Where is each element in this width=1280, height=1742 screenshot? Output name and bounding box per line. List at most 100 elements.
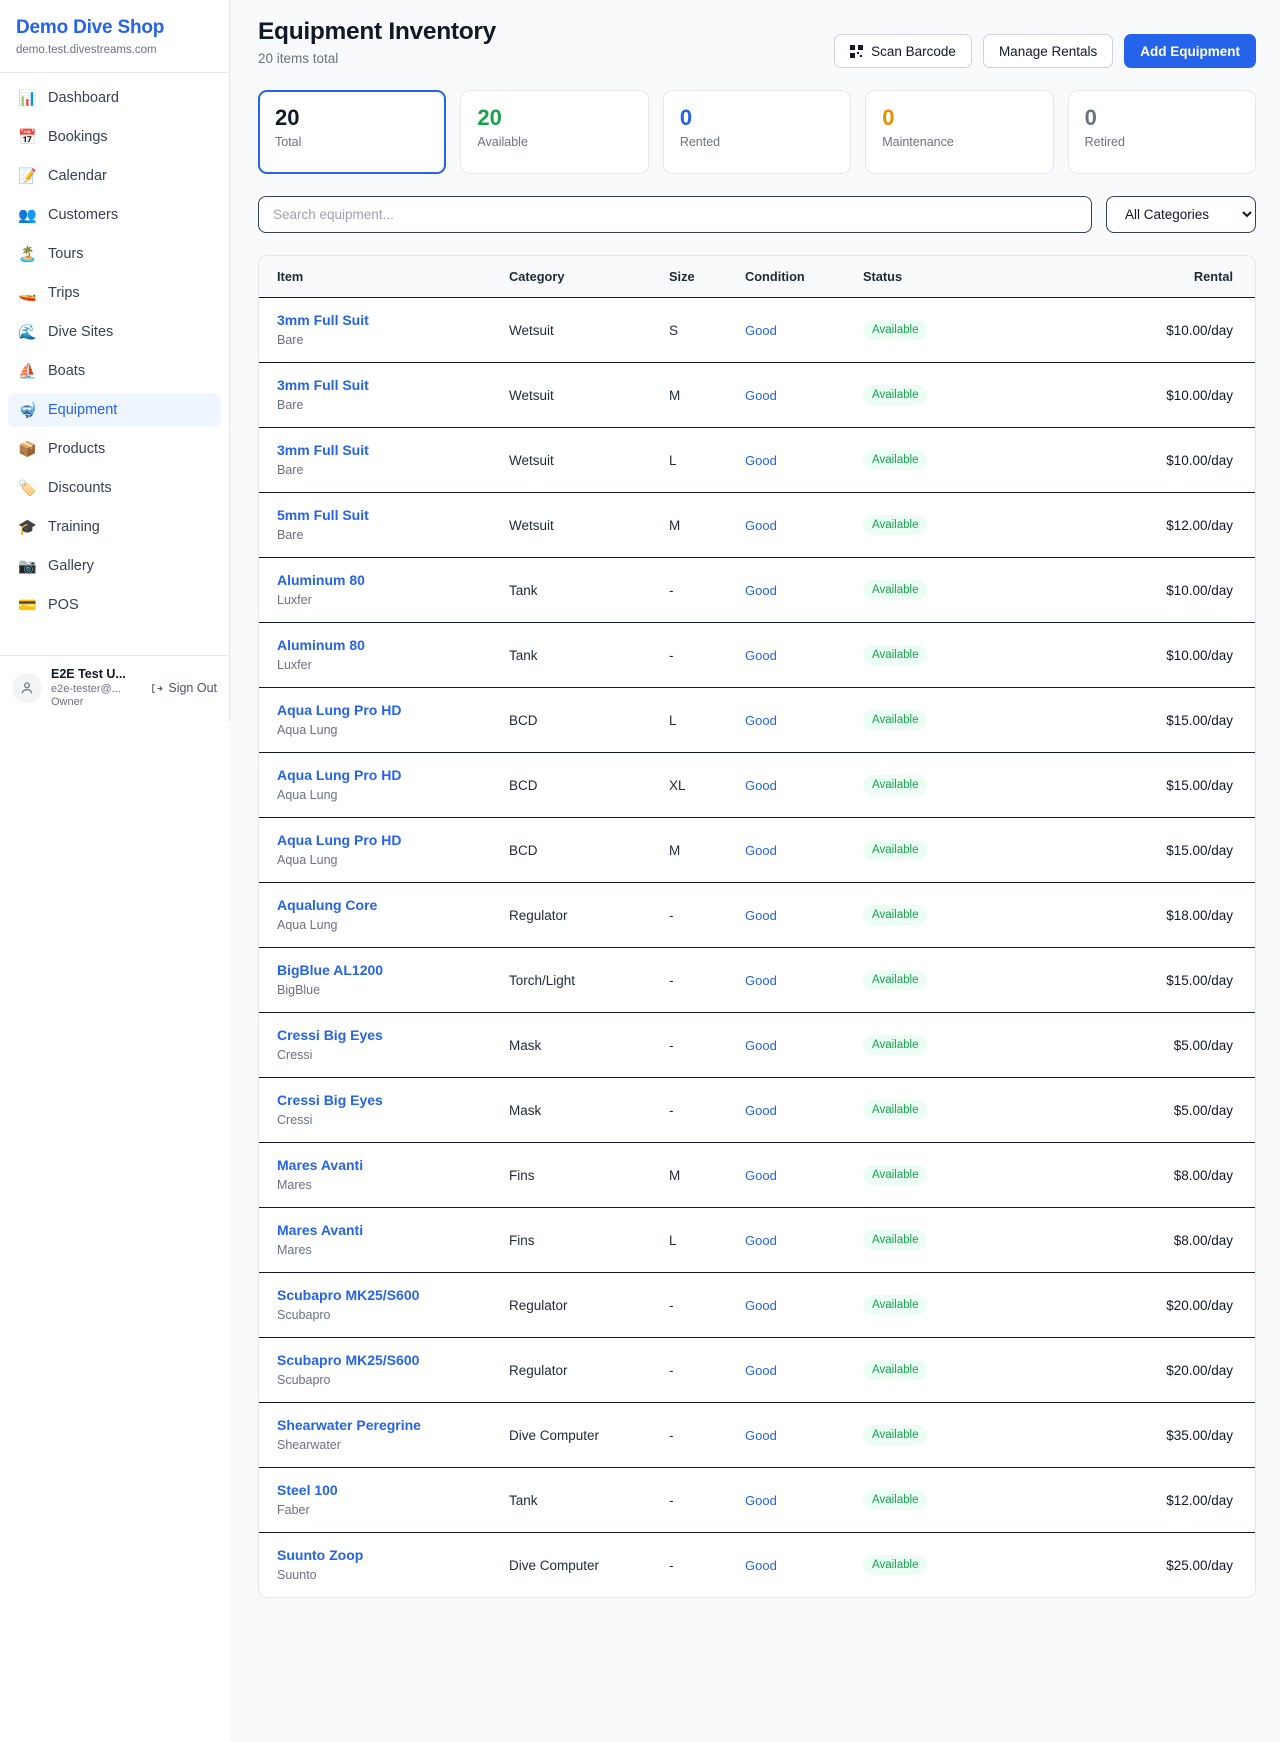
- sidebar-item-calendar[interactable]: 📝 Calendar: [8, 159, 221, 193]
- item-name-link[interactable]: Scubapro MK25/S600: [277, 1352, 420, 1368]
- item-name-link[interactable]: Aqua Lung Pro HD: [277, 702, 402, 718]
- table-row[interactable]: Aqua Lung Pro HD Aqua Lung BCD M Good Availab…: [259, 817, 1255, 883]
- stat-card-available[interactable]: 20 Available: [460, 90, 649, 174]
- condition-link[interactable]: Good: [745, 712, 777, 728]
- item-name-link[interactable]: BigBlue AL1200: [277, 962, 384, 978]
- condition-link[interactable]: Good: [745, 1427, 777, 1443]
- condition-link[interactable]: Good: [745, 1362, 777, 1378]
- item-name-link[interactable]: 3mm Full Suit: [277, 312, 369, 328]
- item-name-link[interactable]: Aluminum 80: [277, 637, 365, 653]
- table-row[interactable]: 3mm Full Suit Bare Wetsuit S Good Available $1…: [259, 297, 1255, 363]
- column-header-size[interactable]: Size: [669, 256, 745, 298]
- sidebar-item-gallery[interactable]: 📷 Gallery: [8, 549, 221, 583]
- sidebar-item-label: Calendar: [48, 168, 107, 184]
- condition-link[interactable]: Good: [745, 1102, 777, 1118]
- table-row[interactable]: Aluminum 80 Luxfer Tank - Good Available $10.0…: [259, 557, 1255, 623]
- sidebar-item-tours[interactable]: 🏝️ Tours: [8, 237, 221, 271]
- table-row[interactable]: Mares Avanti Mares Fins L Good Available $8.00…: [259, 1207, 1255, 1273]
- condition-link[interactable]: Good: [745, 842, 777, 858]
- condition-link[interactable]: Good: [745, 1492, 777, 1508]
- item-name-link[interactable]: 3mm Full Suit: [277, 442, 369, 458]
- condition-link[interactable]: Good: [745, 907, 777, 923]
- condition-link[interactable]: Good: [745, 1232, 777, 1248]
- table-row[interactable]: Aqualung Core Aqua Lung Regulator - Good Avai…: [259, 882, 1255, 948]
- condition-link[interactable]: Good: [745, 322, 777, 338]
- table-row[interactable]: 3mm Full Suit Bare Wetsuit L Good Available $1…: [259, 427, 1255, 493]
- condition-link[interactable]: Good: [745, 1557, 777, 1573]
- condition-link[interactable]: Good: [745, 1037, 777, 1053]
- add-equipment-button[interactable]: Add Equipment: [1124, 34, 1256, 68]
- table-row[interactable]: Cressi Big Eyes Cressi Mask - Good Available $…: [259, 1077, 1255, 1143]
- item-name-link[interactable]: 5mm Full Suit: [277, 507, 369, 523]
- column-header-condition[interactable]: Condition: [745, 256, 863, 298]
- item-name-link[interactable]: Aqua Lung Pro HD: [277, 832, 402, 848]
- stat-card-total[interactable]: 20 Total: [258, 90, 447, 174]
- column-header-category[interactable]: Category: [509, 256, 669, 298]
- table-row[interactable]: Cressi Big Eyes Cressi Mask - Good Available $…: [259, 1012, 1255, 1078]
- item-name-link[interactable]: Aluminum 80: [277, 572, 365, 588]
- table-row[interactable]: 3mm Full Suit Bare Wetsuit M Good Available $1…: [259, 362, 1255, 428]
- table-row[interactable]: BigBlue AL1200 BigBlue Torch/Light - Good Ava…: [259, 947, 1255, 1013]
- sidebar-item-equipment[interactable]: 🤿 Equipment: [8, 393, 221, 427]
- stat-card-maintenance[interactable]: 0 Maintenance: [865, 90, 1054, 174]
- condition-link[interactable]: Good: [745, 647, 777, 663]
- table-row[interactable]: 5mm Full Suit Bare Wetsuit M Good Available $1…: [259, 492, 1255, 558]
- sidebar-item-trips[interactable]: 🚤 Trips: [8, 276, 221, 310]
- column-header-rental[interactable]: Rental: [1013, 256, 1255, 298]
- table-row[interactable]: Suunto Zoop Suunto Dive Computer - Good Avail…: [259, 1533, 1255, 1598]
- item-name-link[interactable]: Shearwater Peregrine: [277, 1417, 421, 1433]
- manage-rentals-button[interactable]: Manage Rentals: [982, 34, 1114, 68]
- column-header-item[interactable]: Item: [259, 256, 509, 298]
- item-name-link[interactable]: Steel 100: [277, 1482, 338, 1498]
- condition-link[interactable]: Good: [745, 517, 777, 533]
- cell-rental: $15.00/day: [1013, 687, 1255, 753]
- condition-link[interactable]: Good: [745, 582, 777, 598]
- cell-size: -: [669, 947, 745, 1013]
- sidebar: Demo Dive Shop demo.test.divestreams.com…: [0, 0, 230, 722]
- stat-card-rented[interactable]: 0 Rented: [662, 90, 852, 174]
- scan-barcode-button[interactable]: Scan Barcode: [834, 34, 972, 68]
- item-name-link[interactable]: Scubapro MK25/S600: [277, 1287, 420, 1303]
- cell-rental: $20.00/day: [1013, 1272, 1255, 1338]
- category-select[interactable]: All Categories: [1106, 196, 1256, 233]
- column-header-status[interactable]: Status: [863, 256, 1013, 298]
- table-row[interactable]: Aqua Lung Pro HD Aqua Lung BCD XL Good Availa…: [259, 752, 1255, 818]
- brand-block[interactable]: Demo Dive Shop demo.test.divestreams.com: [0, 0, 229, 73]
- sidebar-item-label: Trips: [48, 285, 80, 301]
- item-name-link[interactable]: Cressi Big Eyes: [277, 1092, 383, 1108]
- sidebar-item-customers[interactable]: 👥 Customers: [8, 198, 221, 232]
- stat-card-retired[interactable]: 0 Retired: [1067, 90, 1257, 174]
- sidebar-item-discounts[interactable]: 🏷️ Discounts: [8, 471, 221, 505]
- item-name-link[interactable]: Suunto Zoop: [277, 1547, 364, 1563]
- condition-link[interactable]: Good: [745, 972, 777, 988]
- sidebar-item-bookings[interactable]: 📅 Bookings: [8, 120, 221, 154]
- condition-link[interactable]: Good: [745, 777, 777, 793]
- item-name-link[interactable]: Mares Avanti: [277, 1157, 364, 1173]
- search-input[interactable]: [258, 196, 1092, 233]
- sidebar-item-dashboard[interactable]: 📊 Dashboard: [8, 81, 221, 115]
- table-row[interactable]: Aluminum 80 Luxfer Tank - Good Available $10.0…: [259, 622, 1255, 688]
- sidebar-item-training[interactable]: 🎓 Training: [8, 510, 221, 544]
- condition-link[interactable]: Good: [745, 1167, 777, 1183]
- item-name-link[interactable]: 3mm Full Suit: [277, 377, 369, 393]
- table-row[interactable]: Steel 100 Faber Tank - Good Available $12.00/d…: [259, 1467, 1255, 1533]
- condition-link[interactable]: Good: [745, 452, 777, 468]
- item-name-link[interactable]: Mares Avanti: [277, 1222, 364, 1238]
- table-row[interactable]: Aqua Lung Pro HD Aqua Lung BCD L Good Availab…: [259, 687, 1255, 753]
- item-name-link[interactable]: Aqualung Core: [277, 897, 378, 913]
- sidebar-item-dive-sites[interactable]: 🌊 Dive Sites: [8, 315, 221, 349]
- sidebar-item-pos[interactable]: 💳 POS: [8, 588, 221, 622]
- condition-link[interactable]: Good: [745, 387, 777, 403]
- item-name-link[interactable]: Aqua Lung Pro HD: [277, 767, 402, 783]
- sidebar-item-boats[interactable]: ⛵ Boats: [8, 354, 221, 388]
- table-row[interactable]: Scubapro MK25/S600 Scubapro Regulator - Good…: [259, 1337, 1255, 1403]
- condition-link[interactable]: Good: [745, 1297, 777, 1313]
- item-brand: BigBlue: [277, 983, 321, 997]
- table-row[interactable]: Scubapro MK25/S600 Scubapro Regulator - Good…: [259, 1272, 1255, 1338]
- sign-out-button[interactable]: Sign Out: [150, 681, 217, 695]
- table-row[interactable]: Shearwater Peregrine Shearwater Dive Compu…: [259, 1402, 1255, 1468]
- item-brand: Bare: [277, 463, 304, 477]
- table-row[interactable]: Mares Avanti Mares Fins M Good Available $8.00…: [259, 1142, 1255, 1208]
- sidebar-item-products[interactable]: 📦 Products: [8, 432, 221, 466]
- item-name-link[interactable]: Cressi Big Eyes: [277, 1027, 383, 1043]
